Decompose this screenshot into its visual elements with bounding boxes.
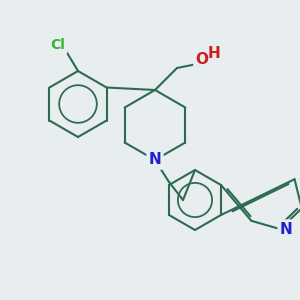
Text: N: N <box>280 222 292 237</box>
Text: O: O <box>196 52 208 67</box>
Text: H: H <box>208 46 220 61</box>
Text: Cl: Cl <box>51 38 65 52</box>
Text: N: N <box>148 152 161 167</box>
